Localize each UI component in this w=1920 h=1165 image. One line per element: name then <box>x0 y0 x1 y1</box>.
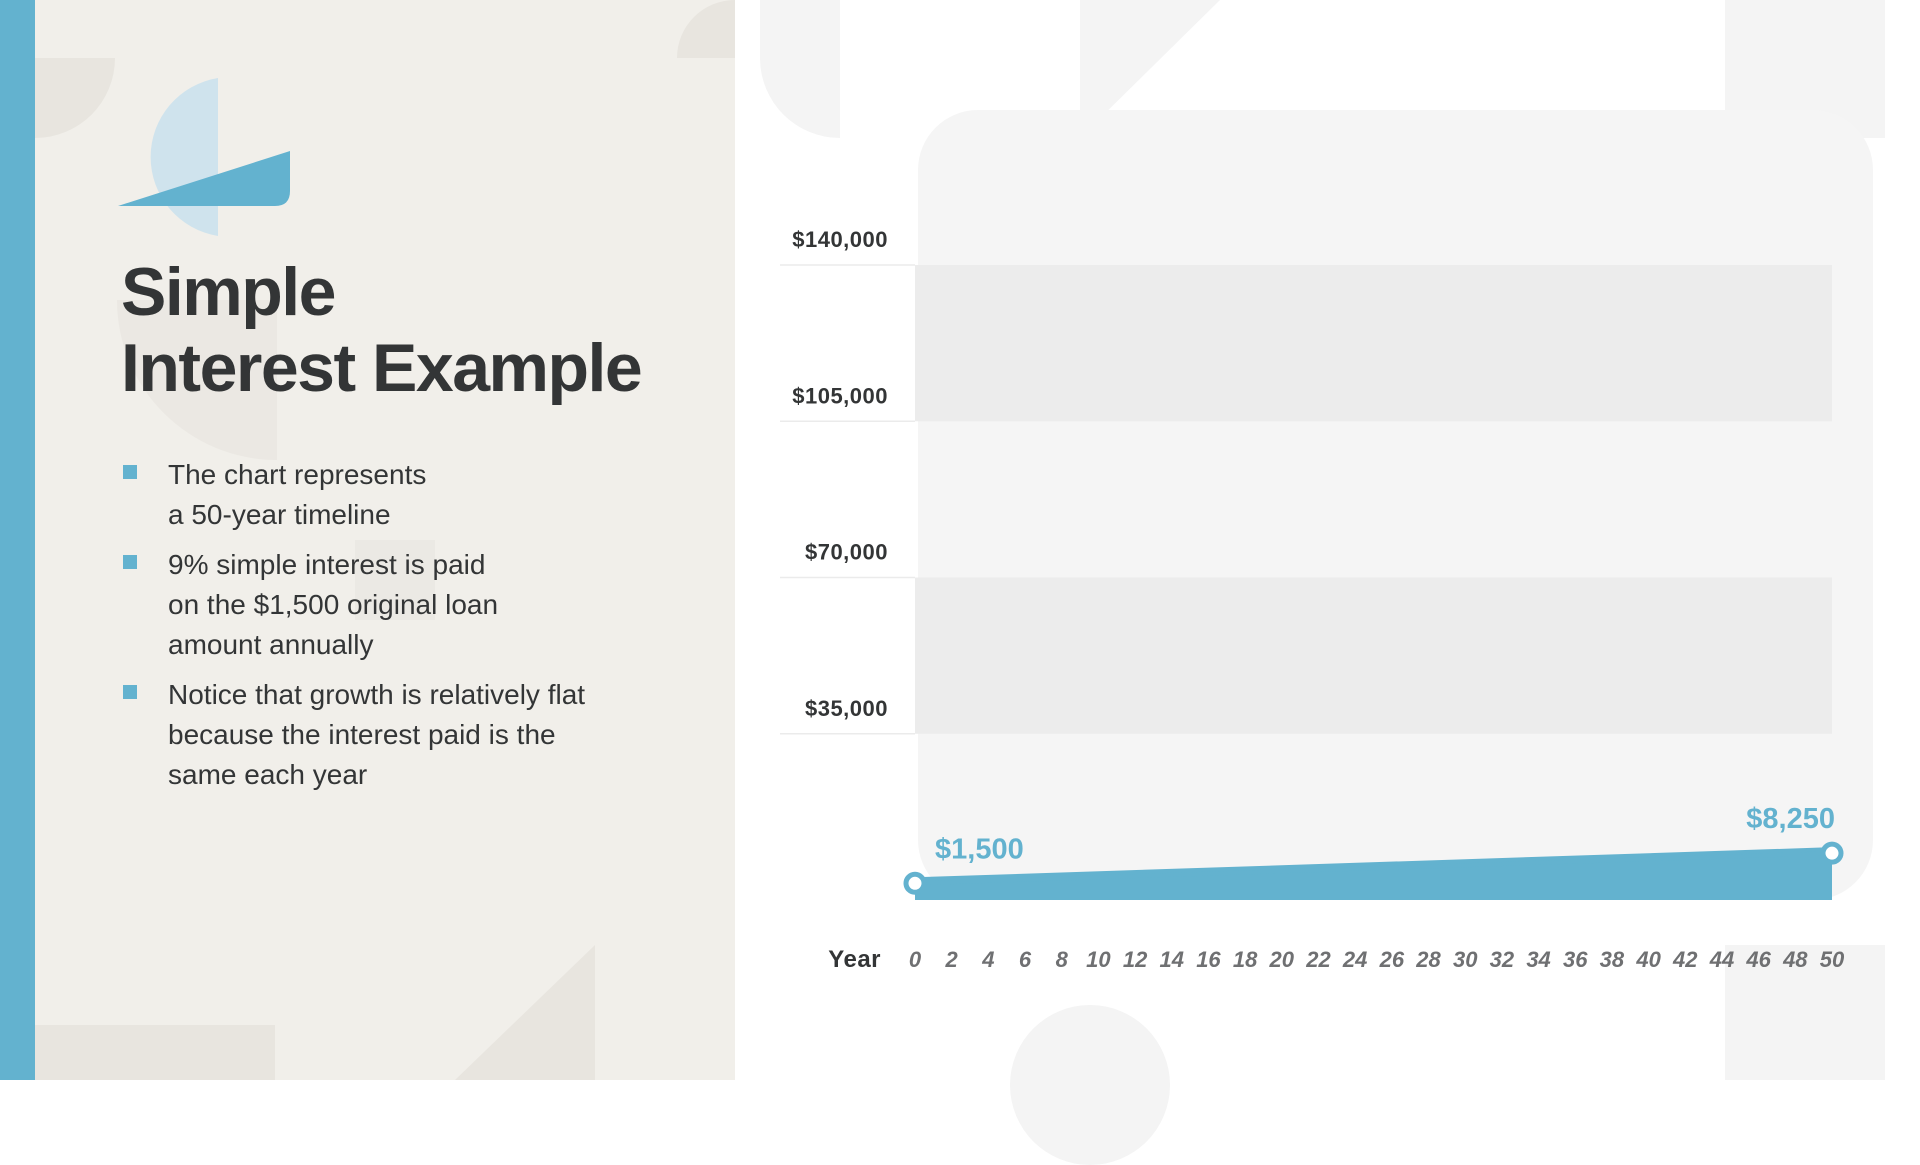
x-tick-label: 46 <box>1745 947 1771 972</box>
decorative-block <box>1725 945 1885 1080</box>
decorative-block <box>35 1025 275 1080</box>
chart-grid-bands <box>915 265 1832 734</box>
x-tick-label: 48 <box>1782 947 1808 972</box>
bullet-square-icon <box>123 465 137 479</box>
x-tick-label: 42 <box>1672 947 1698 972</box>
x-tick-label: 26 <box>1379 947 1405 972</box>
x-tick-label: 6 <box>1019 947 1032 972</box>
bullet-line: The chart represents <box>168 459 427 490</box>
title-line: Simple <box>121 254 336 330</box>
bullet-line: because the interest paid is the <box>168 719 556 750</box>
x-tick-label: 0 <box>909 947 922 972</box>
x-tick-label: 22 <box>1305 947 1331 972</box>
x-tick-label: 10 <box>1086 947 1111 972</box>
x-tick-label: 32 <box>1490 947 1515 972</box>
x-tick-label: 34 <box>1526 947 1550 972</box>
decorative-square <box>355 540 435 620</box>
bullet-line: on the $1,500 original loan <box>168 589 499 620</box>
interest-chart: $35,000 $70,000 $105,000 $140,000 $1,500 $8,… <box>780 110 1873 973</box>
x-tick-label: 8 <box>1056 947 1069 972</box>
page-title: Simple Interest Example <box>121 254 643 406</box>
data-label: $8,250 <box>1746 803 1835 835</box>
x-tick-label: 12 <box>1123 947 1148 972</box>
bullet-item: 9% simple interest is paid on the $1,500… <box>123 545 643 665</box>
x-tick-label: 18 <box>1233 947 1258 972</box>
x-tick-label: 28 <box>1415 947 1441 972</box>
x-tick-label: 36 <box>1563 947 1588 972</box>
grid-band <box>915 577 1832 734</box>
bullet-line: a 50-year timeline <box>168 499 391 530</box>
left-panel <box>35 0 735 1080</box>
x-tick-label: 30 <box>1453 947 1478 972</box>
x-tick-label: 4 <box>981 947 994 972</box>
y-tick-label: $105,000 <box>792 383 888 408</box>
accent-bar <box>0 0 35 1080</box>
title-line: Interest Example <box>121 330 643 406</box>
bullet-square-icon <box>123 555 137 569</box>
x-tick-label: 2 <box>945 947 959 972</box>
section-icon <box>118 78 290 236</box>
bullet-item: Notice that growth is relatively flat be… <box>123 675 643 795</box>
x-tick-label: 44 <box>1709 947 1734 972</box>
x-tick-label: 20 <box>1269 947 1295 972</box>
x-tick-label: 38 <box>1600 947 1625 972</box>
y-tick-label: $140,000 <box>792 227 888 252</box>
bullet-square-icon <box>123 685 137 699</box>
end-point <box>1820 841 1844 865</box>
x-tick-label: 16 <box>1196 947 1221 972</box>
x-axis-title: Year <box>828 946 881 973</box>
bullet-item: The chart represents a 50-year timeline <box>123 455 643 535</box>
data-label: $1,500 <box>935 833 1024 865</box>
series-line <box>914 851 1833 886</box>
chart-series: $1,500 $8,250 <box>903 803 1844 900</box>
x-tick-label: 40 <box>1635 947 1661 972</box>
bullet-line: 9% simple interest is paid <box>168 549 486 580</box>
x-tick-label: 24 <box>1342 947 1367 972</box>
x-tick-label: 50 <box>1820 947 1845 972</box>
x-tick-label: 14 <box>1160 947 1184 972</box>
chart-background <box>918 110 1873 900</box>
bullet-line: amount annually <box>168 629 374 660</box>
bullet-line: Notice that growth is relatively flat <box>168 679 586 710</box>
y-tick-label: $35,000 <box>805 696 888 721</box>
y-tick-label: $70,000 <box>805 540 888 565</box>
y-axis: $35,000 $70,000 $105,000 $140,000 <box>780 227 915 735</box>
x-axis: Year 0 2 4 6 8 10 12 14 16 18 20 22 24 26 28 30 32 34 36 38… <box>828 946 1845 973</box>
bullet-list: The chart represents a 50-year timeline … <box>123 455 643 805</box>
bullet-line: same each year <box>168 759 368 790</box>
grid-band <box>915 265 1832 422</box>
start-point <box>903 871 927 895</box>
